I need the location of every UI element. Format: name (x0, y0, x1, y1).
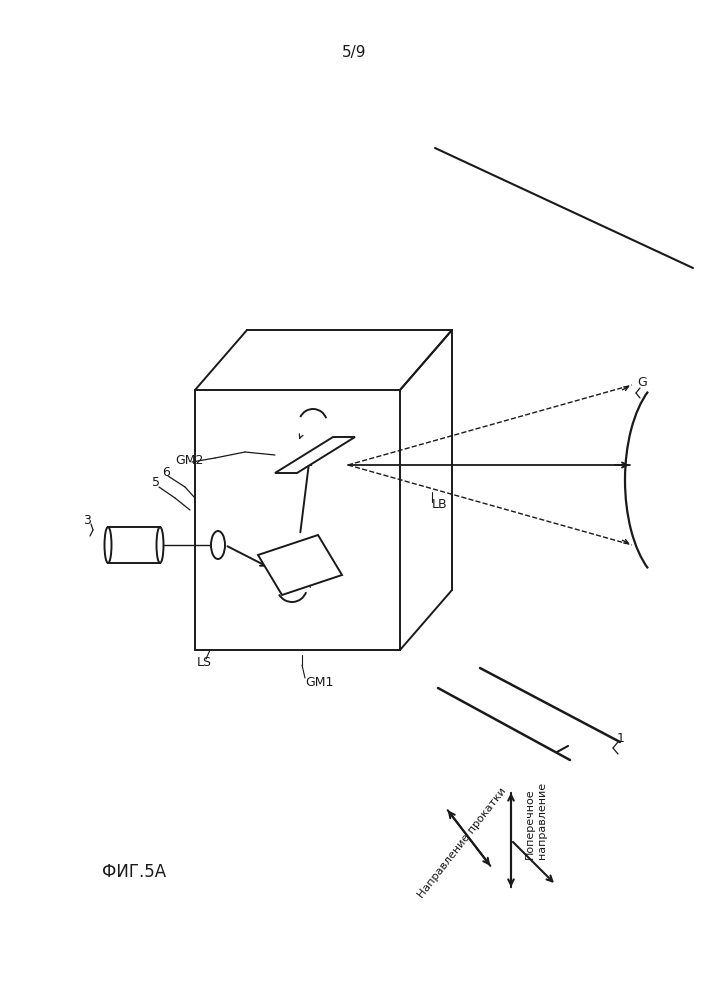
Text: LB: LB (432, 498, 447, 512)
Text: 3: 3 (83, 514, 91, 526)
Text: Направление прокатки: Направление прокатки (416, 786, 508, 900)
Text: Поперечное
направление: Поперечное направление (525, 781, 547, 859)
Polygon shape (275, 437, 355, 473)
Text: 5/9: 5/9 (342, 44, 366, 60)
Text: 5: 5 (152, 477, 160, 489)
Text: LS: LS (197, 656, 212, 670)
Ellipse shape (105, 527, 111, 563)
Ellipse shape (211, 531, 225, 559)
Text: ФИГ.5А: ФИГ.5А (102, 863, 166, 881)
Ellipse shape (156, 527, 164, 563)
Text: 6: 6 (162, 466, 170, 479)
Polygon shape (258, 535, 342, 595)
Text: GM1: GM1 (305, 676, 333, 688)
Text: GM2: GM2 (175, 454, 203, 466)
Text: G: G (637, 376, 646, 389)
Text: 1: 1 (617, 732, 625, 744)
